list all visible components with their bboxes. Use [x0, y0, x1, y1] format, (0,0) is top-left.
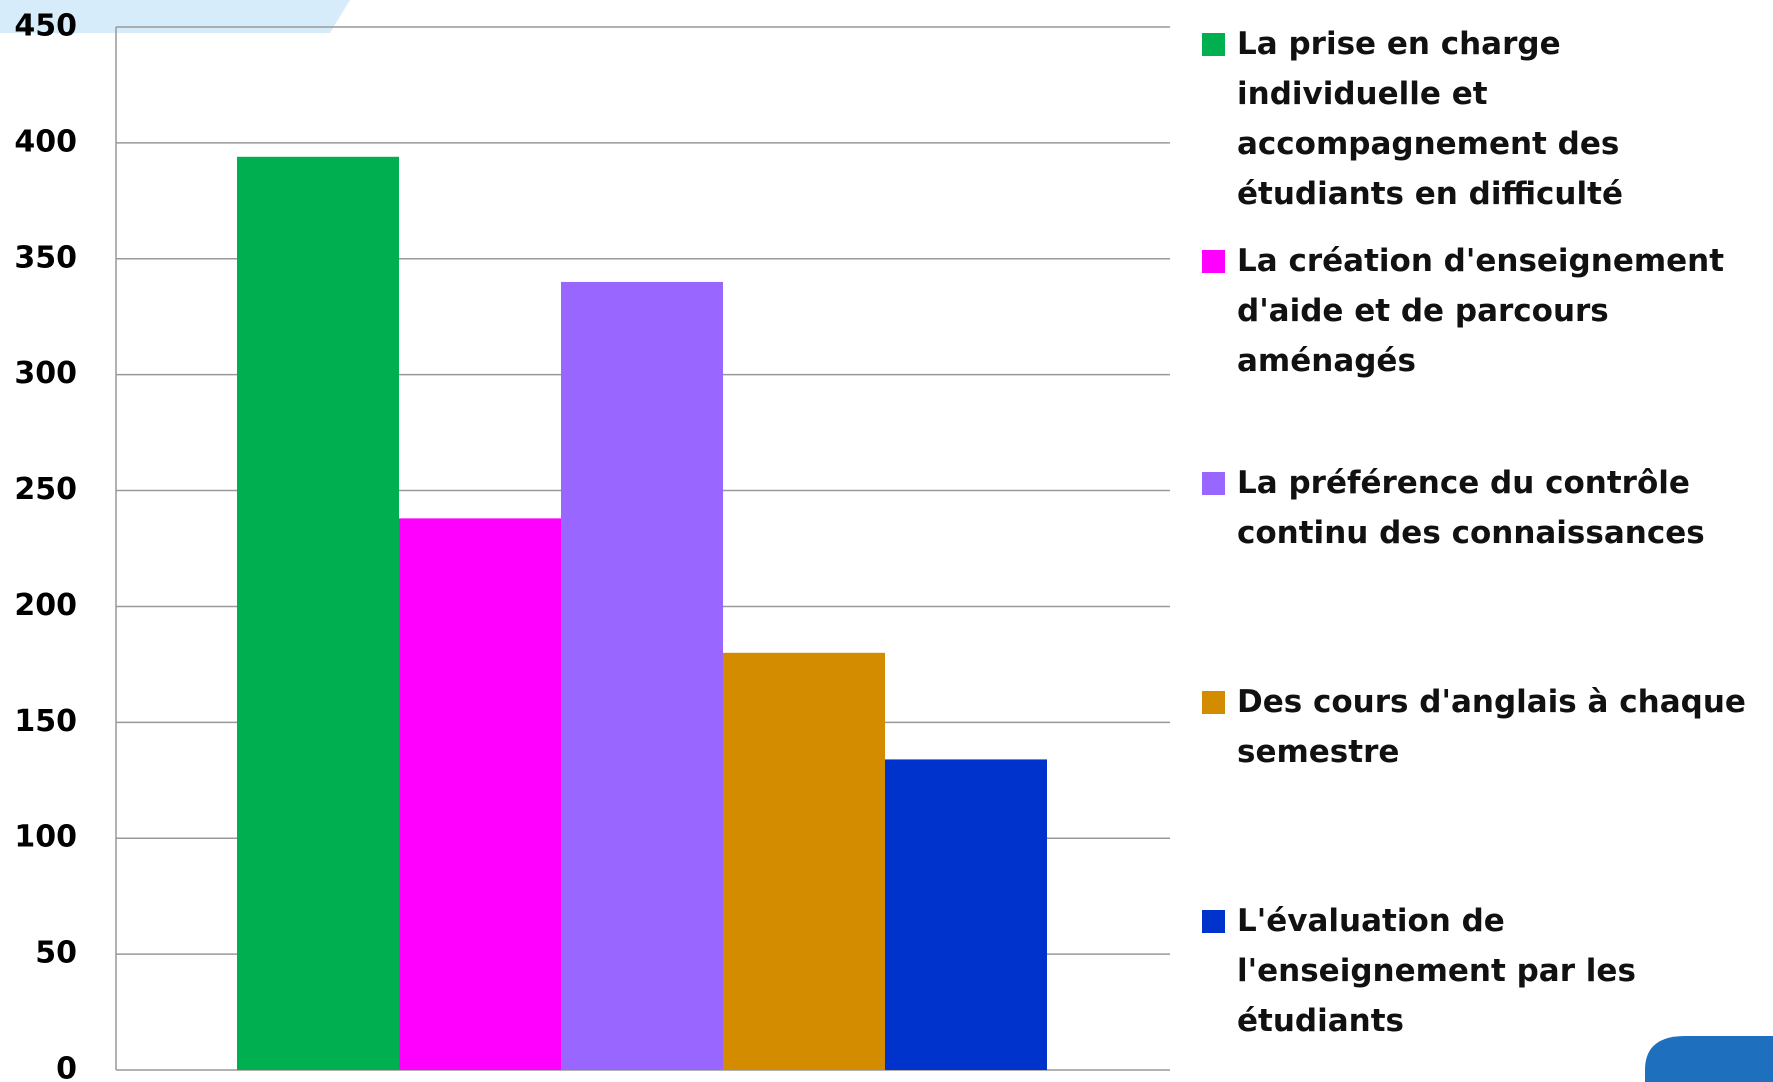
- y-tick-label: 50: [35, 936, 77, 971]
- legend-swatch: [1202, 472, 1225, 495]
- legend-item: La prise en charge individuelle et accom…: [1202, 19, 1767, 219]
- y-tick-label: 450: [14, 9, 77, 44]
- y-tick-label: 0: [56, 1052, 77, 1082]
- y-tick-label: 400: [14, 124, 77, 159]
- bar: [237, 156, 399, 1071]
- legend-item: Des cours d'anglais à chaque semestre: [1202, 677, 1767, 777]
- legend-item: La préférence du contrôle continu des co…: [1202, 458, 1767, 558]
- legend-swatch: [1202, 910, 1225, 933]
- bar: [399, 518, 561, 1070]
- legend-item: La création d'enseignement d'aide et de …: [1202, 236, 1767, 386]
- legend-label: Des cours d'anglais à chaque semestre: [1237, 684, 1746, 770]
- legend-label: La prise en charge individuelle et accom…: [1237, 26, 1623, 212]
- y-tick-label: 350: [14, 240, 77, 275]
- y-tick-label: 250: [14, 472, 77, 507]
- legend-label: La préférence du contrôle continu des co…: [1237, 465, 1705, 551]
- legend-swatch: [1202, 250, 1225, 273]
- decoration: [0, 0, 350, 33]
- y-tick-label: 100: [14, 820, 77, 855]
- legend-label: La création d'enseignement d'aide et de …: [1237, 243, 1725, 379]
- legend-item: L'évaluation de l'enseignement par les é…: [1202, 896, 1767, 1046]
- legend-label: L'évaluation de l'enseignement par les é…: [1237, 903, 1636, 1039]
- bar: [561, 281, 723, 1070]
- y-tick-label: 200: [14, 588, 77, 623]
- y-tick-label: 300: [14, 356, 77, 391]
- y-tick-label: 150: [14, 704, 77, 739]
- legend-swatch: [1202, 691, 1225, 714]
- bar: [723, 652, 885, 1070]
- decoration: [1645, 1036, 1773, 1082]
- bar: [885, 759, 1047, 1070]
- legend-swatch: [1202, 33, 1225, 56]
